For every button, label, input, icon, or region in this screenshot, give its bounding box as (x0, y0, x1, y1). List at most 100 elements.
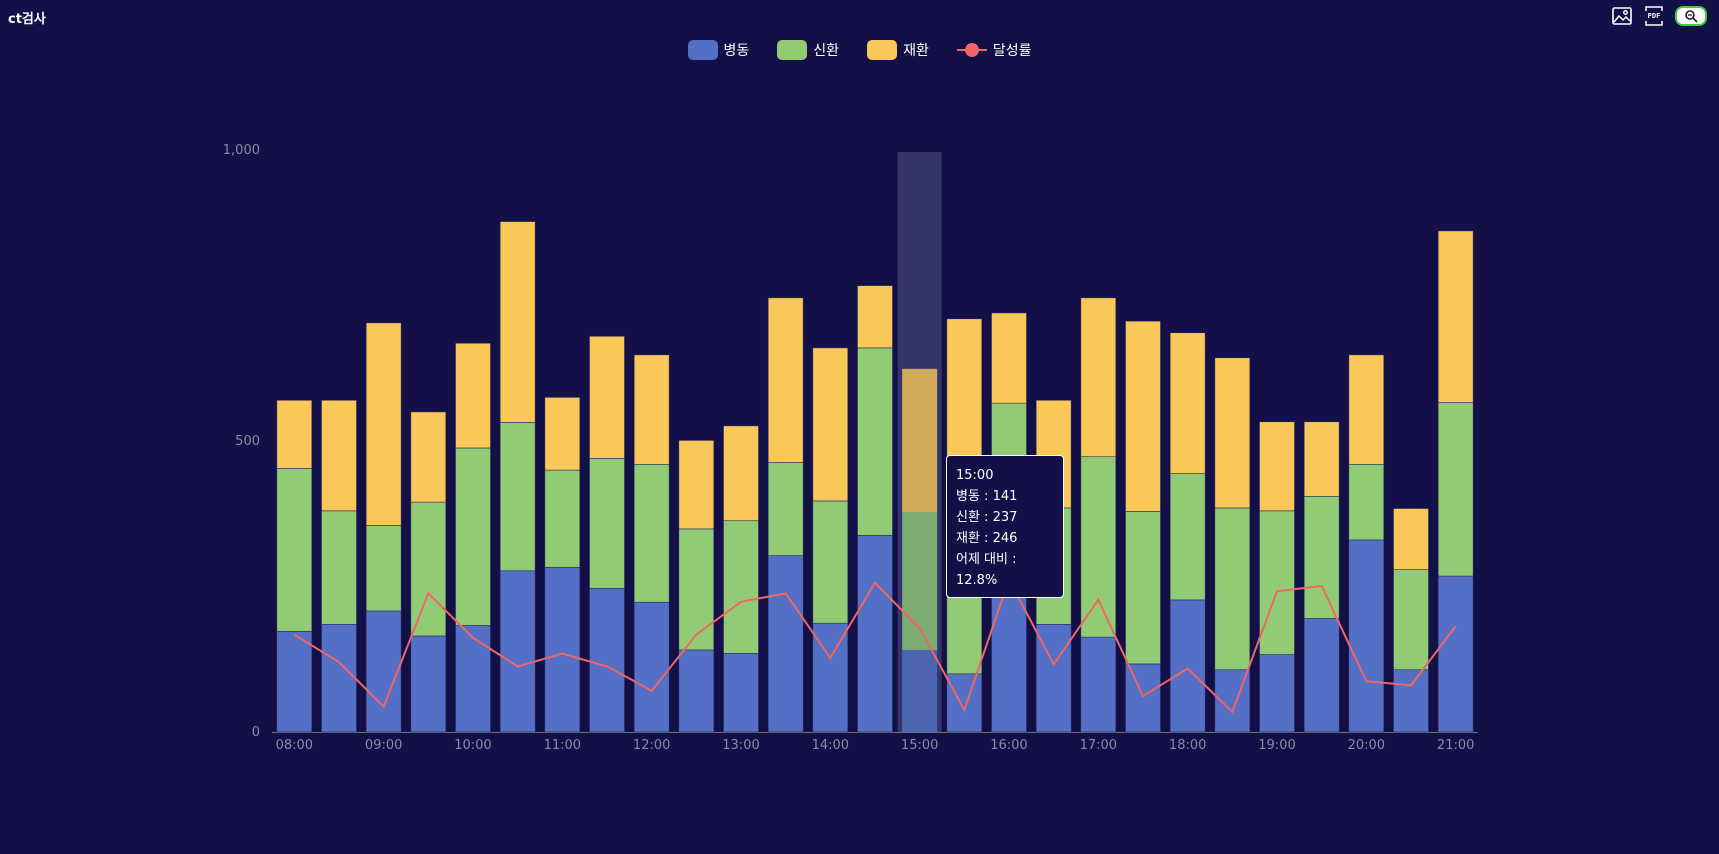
x-tick-label: 17:00 (1080, 738, 1117, 753)
chart-title: ct검사 (8, 12, 46, 27)
bar-재환-14:00 (812, 347, 849, 502)
bar-병동-09:00 (365, 610, 402, 733)
bar-신환-13:30 (767, 462, 804, 556)
bar-재환-20:30 (1393, 508, 1429, 570)
bar-재환-15:00 (902, 368, 938, 513)
legend-item-재환[interactable]: 재환 (867, 40, 929, 60)
bar-신환-08:00 (276, 468, 313, 632)
bar-신환-11:30 (589, 458, 625, 589)
bar-병동-10:00 (455, 625, 491, 733)
chart-toolbar: PDF (1611, 5, 1707, 27)
bar-신환-21:00 (1437, 402, 1474, 577)
legend-swatch (777, 40, 808, 60)
legend-label: 신환 (813, 43, 840, 59)
bar-재환-11:30 (589, 335, 625, 459)
legend-item-달성률[interactable]: 달성률 (956, 40, 1032, 60)
chart-tooltip: 15:00 병동 : 141 신환 : 237 재환 : 246 어제 대비 :… (946, 455, 1064, 598)
legend-swatch (867, 40, 898, 60)
image-icon (1612, 7, 1632, 25)
bar-신환-19:00 (1259, 510, 1295, 655)
zoom-button[interactable] (1675, 6, 1707, 26)
bar-신환-13:00 (723, 520, 759, 654)
bar-병동-20:30 (1393, 669, 1429, 733)
bar-재환-18:00 (1169, 332, 1206, 474)
x-tick-label: 13:00 (722, 738, 759, 753)
bar-신환-12:00 (633, 463, 670, 603)
bar-병동-08:00 (276, 631, 313, 733)
bar-신환-12:30 (678, 528, 715, 651)
bar-재환-19:00 (1259, 421, 1295, 512)
x-tick-label: 11:00 (544, 738, 581, 753)
line-달성률 (293, 577, 1457, 714)
tooltip-line-신환: 신환 : 237 (956, 510, 1018, 525)
legend-swatch (956, 40, 987, 60)
bar-병동-11:00 (544, 566, 581, 733)
x-tick-label: 09:00 (365, 738, 402, 753)
bar-신환-18:30 (1214, 507, 1251, 671)
bar-병동-12:30 (678, 649, 715, 733)
bar-신환-17:00 (1080, 456, 1117, 638)
bar-병동-17:00 (1080, 636, 1117, 733)
x-tick-label: 15:00 (901, 738, 938, 753)
bar-재환-16:00 (991, 312, 1027, 404)
bar-병동-15:30 (946, 673, 983, 733)
bar-신환-20:00 (1348, 463, 1385, 541)
bar-신환-10:30 (499, 422, 536, 572)
bar-신환-20:30 (1393, 569, 1429, 671)
bar-신환-09:30 (410, 501, 447, 637)
x-tick-label: 12:00 (633, 738, 670, 753)
bar-병동-19:00 (1259, 654, 1295, 733)
x-tick-label: 14:00 (812, 738, 849, 753)
bar-재환-10:00 (455, 342, 491, 449)
bar-신환-11:00 (544, 469, 581, 568)
bar-재환-14:30 (857, 285, 893, 349)
legend-label: 재환 (903, 43, 929, 59)
legend-swatch (687, 40, 718, 60)
bar-재환-08:00 (276, 399, 313, 469)
y-tick-label: 1,000 (223, 143, 260, 158)
save-pdf-button[interactable]: PDF (1643, 5, 1665, 27)
bar-재환-08:30 (321, 399, 357, 512)
bar-병동-19:30 (1303, 618, 1340, 733)
bar-신환-09:00 (365, 525, 402, 612)
zoom-icon (1685, 10, 1698, 23)
bar-재환-09:30 (410, 411, 447, 503)
tooltip-line-병동: 병동 : 141 (956, 489, 1018, 504)
bar-재환-13:30 (767, 297, 804, 463)
bar-병동-08:30 (321, 624, 357, 733)
legend-label: 병동 (723, 43, 750, 59)
x-tick-label: 08:00 (276, 738, 313, 753)
bar-병동-10:30 (499, 570, 536, 733)
legend-label: 달성률 (992, 43, 1032, 59)
bar-병동-20:00 (1348, 539, 1385, 733)
save-image-button[interactable] (1611, 5, 1633, 27)
x-tick-label: 19:00 (1258, 738, 1295, 753)
bar-신환-08:30 (321, 510, 357, 625)
bar-병동-11:30 (589, 587, 625, 733)
bar-신환-17:30 (1125, 511, 1161, 665)
bar-병동-18:00 (1169, 599, 1206, 733)
bar-병동-13:00 (723, 653, 759, 733)
bar-병동-09:30 (410, 635, 447, 733)
bar-신환-18:00 (1169, 473, 1206, 601)
y-tick-label: 500 (235, 434, 260, 449)
legend-item-신환[interactable]: 신환 (777, 40, 839, 60)
bar-병동-14:30 (857, 534, 893, 733)
bar-재환-10:30 (499, 221, 536, 423)
bar-병동-13:30 (767, 555, 804, 733)
tooltip-time: 15:00 (956, 468, 994, 483)
bar-재환-21:00 (1437, 230, 1474, 403)
bar-병동-17:30 (1125, 663, 1161, 733)
bar-병동-21:00 (1437, 575, 1474, 733)
bar-재환-19:30 (1303, 421, 1340, 497)
chart-legend: 병동 신환 재환 달성률 (0, 40, 1719, 60)
legend-item-병동[interactable]: 병동 (687, 40, 750, 60)
tooltip-line-어제대비: 어제 대비 : 12.8% (956, 552, 1017, 588)
bar-신환-10:00 (455, 447, 491, 626)
x-tick-label: 10:00 (454, 738, 491, 753)
pdf-label: PDF (1647, 12, 1661, 20)
x-tick-label: 21:00 (1437, 738, 1474, 753)
bar-신환-19:30 (1303, 495, 1340, 619)
x-tick-label: 16:00 (990, 738, 1027, 753)
bar-신환-14:30 (857, 347, 893, 536)
